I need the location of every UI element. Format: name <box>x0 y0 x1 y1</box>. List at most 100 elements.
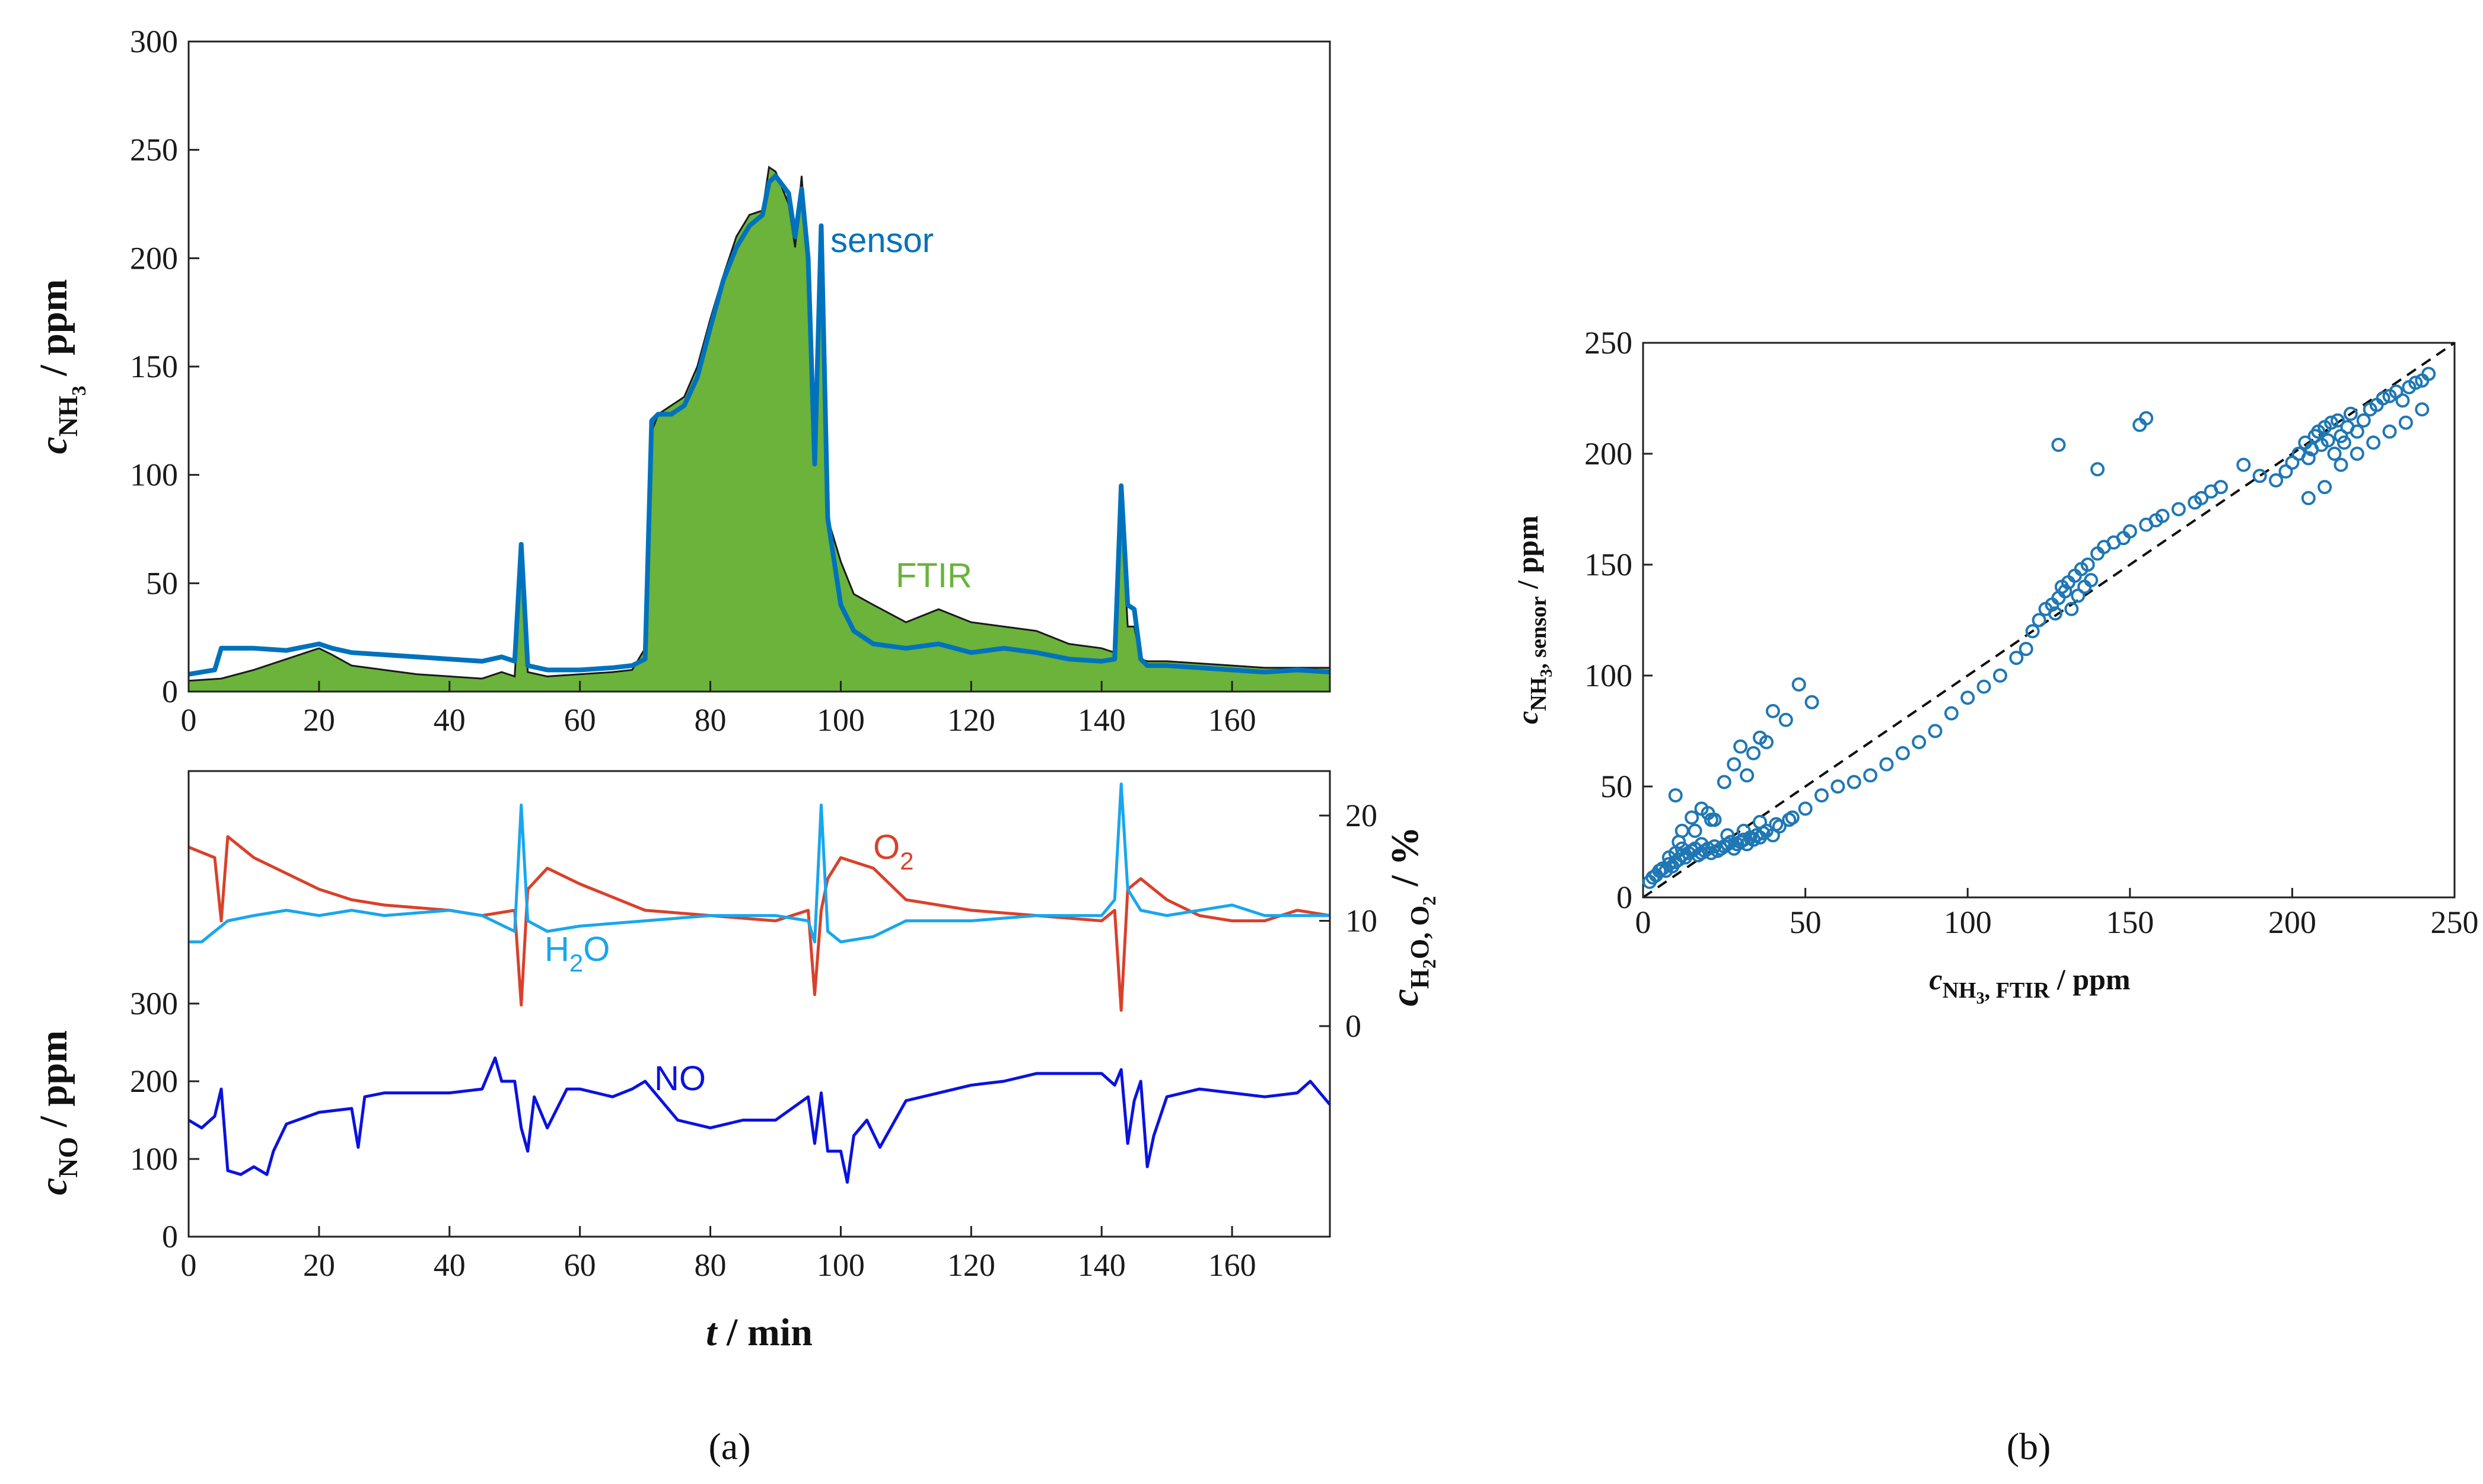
scy-sub: NH <box>1526 677 1551 711</box>
scatter-point <box>1992 668 2007 683</box>
bottom-x-axis-label: t / min <box>706 1311 813 1354</box>
scy-c: c <box>1511 711 1544 724</box>
scatter-point <box>2278 464 2293 479</box>
hoo-ylabel-unit: / % <box>1383 826 1427 896</box>
hoo-ylabel-sub4: 2 <box>1418 896 1440 906</box>
scatter-point <box>2285 455 2300 470</box>
scatter-x-tick-label: 200 <box>2268 905 2316 940</box>
time-label-t: t <box>706 1311 718 1354</box>
scy-subtail: , sensor <box>1526 596 1551 669</box>
scatter-point <box>2139 411 2154 426</box>
top-ylabel-unit: / ppm <box>32 279 75 386</box>
scatter-x-tick-label: 50 <box>1790 905 1822 940</box>
scx-c: c <box>1929 963 1942 996</box>
scatter-point <box>1960 690 1975 705</box>
scatter-point <box>2336 435 2351 450</box>
scatter-point <box>2398 415 2413 430</box>
scatter-point <box>1736 823 1751 838</box>
top-y-tick-label: 200 <box>130 240 178 276</box>
bottom-plot-frame <box>187 770 1331 1238</box>
scatter-point <box>1895 746 1910 760</box>
scatter-point <box>1831 779 1845 794</box>
scatter-point <box>2214 480 2229 495</box>
scatter-y-tick-label: 250 <box>1584 325 1632 361</box>
scatter-point <box>2334 429 2348 444</box>
scatter-point <box>1688 823 1702 838</box>
top-x-ticks: 0 20 40 60 80 100 120 140 160 <box>181 681 1256 738</box>
hoo-ylabel-c: c <box>1383 989 1427 1006</box>
scatter-point <box>2019 642 2033 657</box>
scatter-point <box>2051 438 2066 453</box>
scatter-point <box>1668 788 1683 802</box>
hoo-ylabel-sub3: O, O <box>1405 906 1434 959</box>
scatter-point <box>2320 433 2335 448</box>
no-ylabel-c: c <box>32 1178 75 1195</box>
scatter-point <box>2376 391 2390 406</box>
scatter-point <box>2064 601 2079 616</box>
o2-label-main: O <box>873 828 900 867</box>
scatter-point <box>1785 810 1800 825</box>
bottom-x-tick-label: 140 <box>1078 1247 1126 1283</box>
hoo-ylabel-sub2: 2 <box>1418 959 1440 969</box>
no-line <box>187 1056 1331 1184</box>
scatter-point <box>2009 651 2024 665</box>
bottom-left-y-tick-label: 200 <box>130 1063 178 1099</box>
h2o-label-main: H <box>545 930 569 969</box>
scatter-point <box>1778 712 1793 727</box>
scatter-point <box>2048 606 2062 621</box>
scatter-point <box>2350 424 2364 439</box>
bottom-x-tick-label: 0 <box>181 1247 197 1283</box>
panel-a-label: (a) <box>708 1425 750 1467</box>
scatter-point <box>2331 413 2345 428</box>
scatter-point <box>2366 435 2381 450</box>
scatter-point <box>1733 739 1748 754</box>
panel-b-label: (b) <box>2007 1425 2051 1467</box>
scatter-point <box>2301 451 2316 466</box>
scatter-point <box>2269 473 2284 488</box>
bottom-x-tick-label: 80 <box>695 1247 727 1283</box>
scatter-point <box>1769 817 1784 832</box>
no-ylabel-sub: NO <box>53 1137 83 1178</box>
scatter-point <box>1740 768 1755 783</box>
scatter-point <box>2301 491 2316 505</box>
one-to-one-dashed-line <box>1642 342 2456 899</box>
top-x-tick-label: 140 <box>1078 702 1126 738</box>
bottom-left-y-tick-label: 300 <box>130 986 178 1021</box>
scatter-x-tick-label: 0 <box>1635 905 1651 940</box>
top-y-tick-label: 300 <box>130 24 178 59</box>
top-y-tick-label: 250 <box>130 132 178 168</box>
scatter-y-tick-label: 0 <box>1616 880 1632 915</box>
scatter-point <box>2327 447 2342 461</box>
scatter-point <box>1798 801 1813 816</box>
ftir-series-label: FTIR <box>896 556 972 595</box>
scatter-point <box>2032 613 2046 628</box>
scatter-point <box>1847 775 1861 789</box>
top-y-axis-label: cNH3 / ppm <box>32 279 90 454</box>
sensor-series-label: sensor <box>830 221 934 260</box>
scatter-point <box>2324 415 2339 430</box>
scatter-point <box>2090 462 2105 477</box>
top-ylabel-sub: NH <box>53 396 83 437</box>
scatter-point <box>1814 788 1829 802</box>
scatter-point <box>1752 814 1767 829</box>
scatter-y-tick-label: 50 <box>1600 769 1632 804</box>
scatter-point <box>2408 375 2423 390</box>
o2-series-label: O2 <box>873 828 913 875</box>
top-y-ticks: 0 50 100 150 200 250 300 <box>130 24 199 709</box>
scx-unit: / ppm <box>2049 963 2130 996</box>
scatter-point <box>2356 413 2371 428</box>
bottom-right-y-axis-label: cH2O, O2 / % <box>1383 826 1440 1006</box>
ftir-area <box>187 165 1331 693</box>
scatter-point <box>2122 524 2137 539</box>
scatter-point <box>2155 508 2170 523</box>
scatter-point <box>1746 746 1761 760</box>
scx-subtail: , FTIR <box>1985 978 2050 1003</box>
scatter-point <box>2058 584 2073 598</box>
bottom-left-y-tick-label: 100 <box>130 1141 178 1177</box>
scx-sub: NH <box>1943 978 1976 1003</box>
top-x-tick-label: 100 <box>817 702 865 738</box>
o2-label-sub: 2 <box>900 847 913 875</box>
scatter-point <box>1944 706 1959 721</box>
scatter-y-ticks: 0 50 100 150 200 250 <box>1584 325 1653 915</box>
scatter-y-tick-label: 150 <box>1584 547 1632 582</box>
